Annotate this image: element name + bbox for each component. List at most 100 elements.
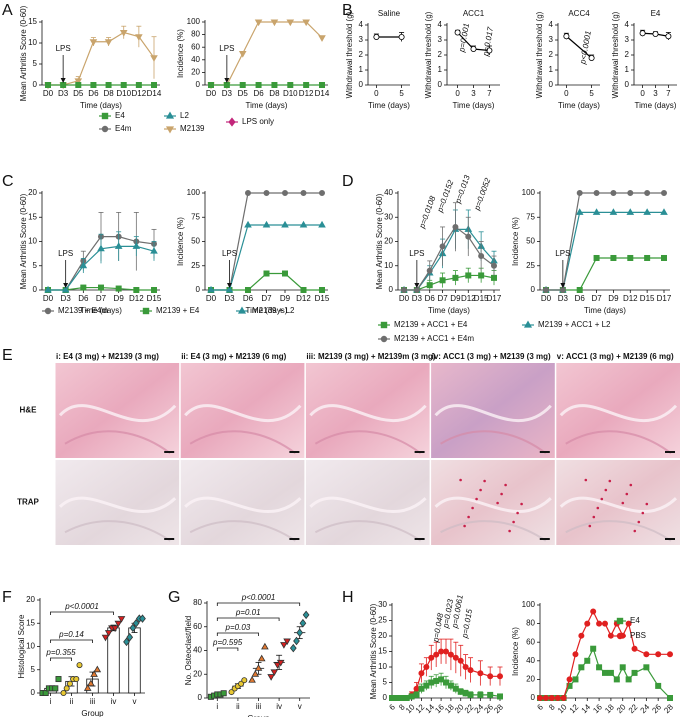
data-point	[139, 614, 146, 623]
data-point	[423, 664, 430, 671]
x-tick-label: D6	[243, 294, 254, 303]
y-tick-label: 3	[359, 35, 364, 44]
tissue-edge	[58, 496, 177, 513]
trap-stain	[600, 497, 604, 501]
x-tick-label: ii	[70, 697, 74, 706]
data-point	[576, 286, 583, 293]
trap-stain	[516, 511, 519, 515]
data-point	[487, 691, 494, 698]
data-point	[452, 223, 459, 230]
data-point	[241, 677, 248, 684]
x-tick-label: D0	[43, 294, 54, 303]
data-point	[239, 82, 246, 89]
data-point	[105, 82, 112, 89]
data-point	[150, 247, 158, 254]
data-point	[104, 39, 113, 46]
data-point	[610, 254, 617, 261]
annotation: p=0.001	[457, 22, 471, 53]
x-tick-label: 7	[666, 89, 671, 98]
y-tick-label: 20	[384, 237, 393, 246]
bracket	[216, 632, 259, 636]
data-point	[220, 690, 227, 697]
data-point	[388, 695, 395, 702]
trap-stain	[629, 483, 633, 487]
data-point	[413, 685, 420, 692]
y-axis-title: Mean Arthritis Score (0-60)	[375, 193, 384, 289]
histology-image	[180, 460, 305, 545]
tissue-edge	[314, 430, 422, 455]
tissue-edge	[559, 404, 678, 423]
legend-label: LPS only	[242, 117, 274, 126]
y-tick-label: 1	[359, 65, 364, 74]
data-point	[442, 648, 449, 655]
x-tick-label: D6	[253, 89, 264, 98]
x-tick-label: 5	[399, 89, 404, 98]
data-point	[413, 691, 420, 698]
column-header: iv: ACC1 (3 mg) + M2139 (3 mg)	[432, 352, 551, 361]
panel-label: F	[2, 589, 12, 606]
bracket	[216, 647, 239, 651]
data-point	[87, 679, 95, 687]
trap-stain	[512, 520, 515, 524]
data-point	[433, 651, 440, 658]
y-axis-title: Incidence (%)	[176, 29, 185, 78]
trap-stain	[504, 483, 507, 487]
data-point	[643, 664, 650, 671]
legend-label: E4	[115, 111, 125, 120]
data-point	[454, 29, 461, 36]
x-tick-label: i	[50, 697, 52, 706]
data-point	[251, 670, 260, 677]
data-point	[132, 242, 141, 249]
x-tick-label: D9	[608, 294, 619, 303]
y-tick-label: 20	[193, 669, 202, 678]
data-point	[661, 189, 668, 196]
y-axis-title: Incidence (%)	[176, 217, 185, 266]
y-tick-label: 20	[26, 595, 35, 604]
x-tick-label: D3	[61, 294, 72, 303]
y-tick-label: 25	[526, 261, 535, 270]
data-point	[644, 189, 651, 196]
x-tick-label: D12	[461, 294, 476, 303]
x-axis-title: Time (days)	[453, 101, 495, 110]
data-point	[135, 34, 143, 41]
y-tick-label: 2	[549, 50, 554, 59]
x-axis-title: Time (days)	[246, 306, 288, 315]
y-tick-label: 60	[193, 622, 202, 631]
histology-image	[431, 363, 555, 458]
data-point	[123, 637, 130, 647]
data-point	[423, 682, 430, 689]
data-point	[373, 34, 380, 41]
legend-label: M2139 + E4	[156, 306, 200, 315]
data-point	[135, 82, 142, 89]
data-point	[486, 47, 493, 54]
data-point	[631, 669, 638, 676]
y-tick-label: 20	[28, 188, 37, 197]
y-axis-title: Mean Arthritis Score (0-60)	[19, 193, 28, 289]
y-tick-label: 30	[378, 600, 387, 609]
data-point	[207, 285, 215, 293]
x-tick-label: v	[298, 702, 302, 711]
data-point	[263, 189, 270, 196]
data-point	[607, 669, 614, 676]
y-tick-label: 1	[549, 65, 554, 74]
x-tick-label: D17	[657, 294, 672, 303]
data-point	[302, 19, 310, 27]
tissue-edge	[189, 520, 296, 542]
arrow-head	[414, 283, 420, 288]
data-point	[255, 82, 262, 89]
data-point	[572, 676, 579, 683]
tissue-edge	[64, 430, 171, 455]
legend-marker	[616, 617, 624, 625]
y-tick-label: 80	[193, 598, 202, 607]
data-point	[257, 654, 266, 662]
data-point	[572, 651, 579, 658]
data-point	[560, 695, 567, 702]
trap-stain	[641, 511, 645, 515]
data-point	[667, 695, 674, 702]
trap-stain	[584, 478, 588, 482]
data-point	[467, 667, 474, 674]
data-point	[270, 19, 279, 27]
data-point	[625, 676, 632, 683]
column-header: i: E4 (3 mg) + M2139 (3 mg)	[56, 352, 159, 361]
trap-stain	[479, 488, 482, 492]
